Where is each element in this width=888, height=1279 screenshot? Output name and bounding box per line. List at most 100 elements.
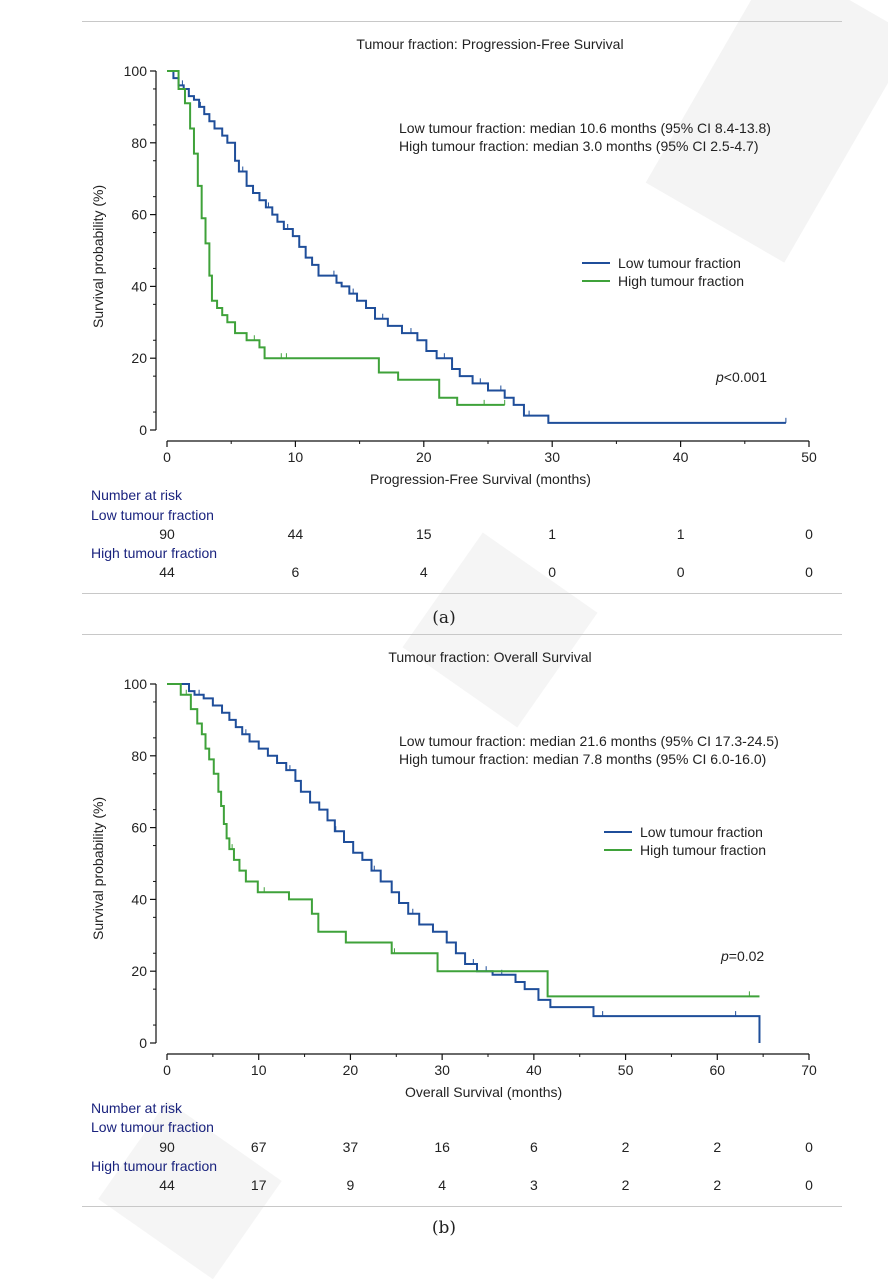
risk-count: 4 [419, 564, 428, 580]
risk-count: 44 [159, 564, 175, 580]
y-tick-label: 20 [131, 350, 147, 366]
risk-count: 2 [621, 1177, 630, 1193]
risk-count: 17 [250, 1177, 267, 1193]
risk-count: 0 [805, 526, 813, 542]
x-tick-label: 0 [163, 449, 171, 465]
x-tick-label: 40 [673, 449, 689, 465]
risk-count: 9 [346, 1177, 355, 1193]
legend-label: Low tumour fraction [618, 255, 741, 271]
y-axis-label: Survival probability (%) [90, 796, 106, 940]
survival-curve-high [167, 70, 505, 406]
top-rule [82, 21, 842, 22]
y-tick-label: 40 [131, 278, 147, 294]
y-tick-label: 40 [131, 891, 147, 907]
risk-count: 67 [250, 1139, 267, 1155]
risk-count: 2 [713, 1139, 722, 1155]
legend-swatch-low [604, 831, 632, 833]
x-tick-label: 20 [416, 449, 432, 465]
rule-above-b [82, 634, 842, 635]
legend-item-high: High tumour fraction [582, 273, 744, 289]
y-tick-label: 80 [131, 748, 147, 764]
risk-header: Number at risk [91, 487, 183, 503]
y-tick-label: 0 [139, 1035, 147, 1051]
risk-count: 16 [434, 1139, 450, 1155]
risk-group-high: High tumour fraction [91, 545, 218, 561]
x-tick-label: 10 [288, 449, 304, 465]
risk-count: 0 [805, 564, 813, 580]
rule-below-a [82, 593, 842, 594]
chart-title: Tumour fraction: Overall Survival [388, 649, 592, 665]
p-symbol: p [716, 369, 724, 385]
legend-label: High tumour fraction [640, 842, 767, 858]
x-tick-label: 70 [801, 1062, 817, 1078]
chart-panel-b: Tumour fraction: Overall Survival 0 20 40 6… [90, 649, 817, 1193]
risk-count: 0 [805, 1139, 813, 1155]
risk-count: 4 [438, 1177, 447, 1193]
p-value: p<0.001 [716, 369, 767, 385]
legend-label: High tumour fraction [618, 273, 745, 289]
legend-swatch-low [582, 262, 610, 264]
risk-count: 2 [621, 1139, 630, 1155]
rule-below-b [82, 1206, 842, 1207]
p-value: p=0.02 [721, 948, 764, 964]
p-value-text: <0.001 [723, 369, 768, 385]
y-tick-label: 80 [131, 135, 147, 151]
risk-count: 0 [676, 564, 685, 580]
y-tick-label: 100 [124, 63, 148, 79]
risk-count: 1 [676, 526, 685, 542]
risk-count: 44 [287, 526, 304, 542]
legend-swatch-high [582, 280, 610, 282]
legend-item-low: Low tumour fraction [582, 255, 741, 271]
x-tick-label: 0 [163, 1062, 171, 1078]
x-tick-label: 50 [801, 449, 817, 465]
legend-label: Low tumour fraction [640, 824, 763, 840]
survival-curve-high [167, 683, 760, 998]
risk-count: 44 [159, 1177, 175, 1193]
km-plot-a: 0 20 40 60 80 100 0 10 20 30 40 50 [124, 63, 817, 465]
y-tick-label: 60 [131, 820, 147, 836]
risk-count: 2 [713, 1177, 722, 1193]
x-tick-label: 10 [251, 1062, 267, 1078]
median-high: High tumour fraction: median 7.8 months … [399, 751, 767, 767]
x-tick-label: 50 [618, 1062, 634, 1078]
x-tick-label: 60 [709, 1062, 725, 1078]
survival-curve-low [167, 70, 786, 424]
caption-a: (a) [432, 608, 456, 628]
y-tick-label: 60 [131, 207, 147, 223]
risk-count: 90 [159, 526, 175, 542]
chart-title: Tumour fraction: Progression-Free Surviv… [356, 36, 624, 52]
caption-b: (b) [431, 1218, 457, 1238]
p-value-text: =0.02 [728, 948, 765, 964]
risk-group-high: High tumour fraction [91, 1158, 218, 1174]
x-tick-label: 40 [526, 1062, 542, 1078]
x-tick-label: 30 [434, 1062, 450, 1078]
y-tick-label: 20 [131, 963, 147, 979]
chart-panel-a: Tumour fraction: Progression-Free Surviv… [0, 0, 888, 600]
y-tick-label: 0 [139, 422, 147, 438]
risk-count: 37 [342, 1139, 359, 1155]
legend-swatch-high [604, 849, 632, 851]
legend-item-low: Low tumour fraction [604, 824, 763, 840]
risk-count: 1 [548, 526, 557, 542]
risk-count: 0 [548, 564, 557, 580]
risk-group-low: Low tumour fraction [91, 1119, 214, 1135]
km-plot-b: 0 20 40 60 80 100 0 10 20 30 40 50 60 70 [124, 676, 817, 1078]
y-tick-label: 100 [124, 676, 148, 692]
risk-header: Number at risk [91, 1100, 183, 1116]
risk-count: 3 [529, 1177, 538, 1193]
p-symbol: p [721, 948, 729, 964]
risk-count: 6 [529, 1139, 538, 1155]
risk-count: 6 [291, 564, 300, 580]
x-axis-label: Overall Survival (months) [405, 1084, 563, 1100]
risk-group-low: Low tumour fraction [91, 507, 214, 523]
risk-count: 0 [805, 1177, 813, 1193]
median-low: Low tumour fraction: median 10.6 months … [399, 120, 771, 136]
risk-count: 15 [416, 526, 432, 542]
legend-item-high: High tumour fraction [604, 842, 766, 858]
median-low: Low tumour fraction: median 21.6 months … [399, 733, 779, 749]
x-tick-label: 20 [343, 1062, 359, 1078]
x-axis-label: Progression-Free Survival (months) [370, 471, 591, 487]
x-tick-label: 30 [544, 449, 560, 465]
risk-count: 90 [159, 1139, 175, 1155]
median-high: High tumour fraction: median 3.0 months … [399, 138, 759, 154]
